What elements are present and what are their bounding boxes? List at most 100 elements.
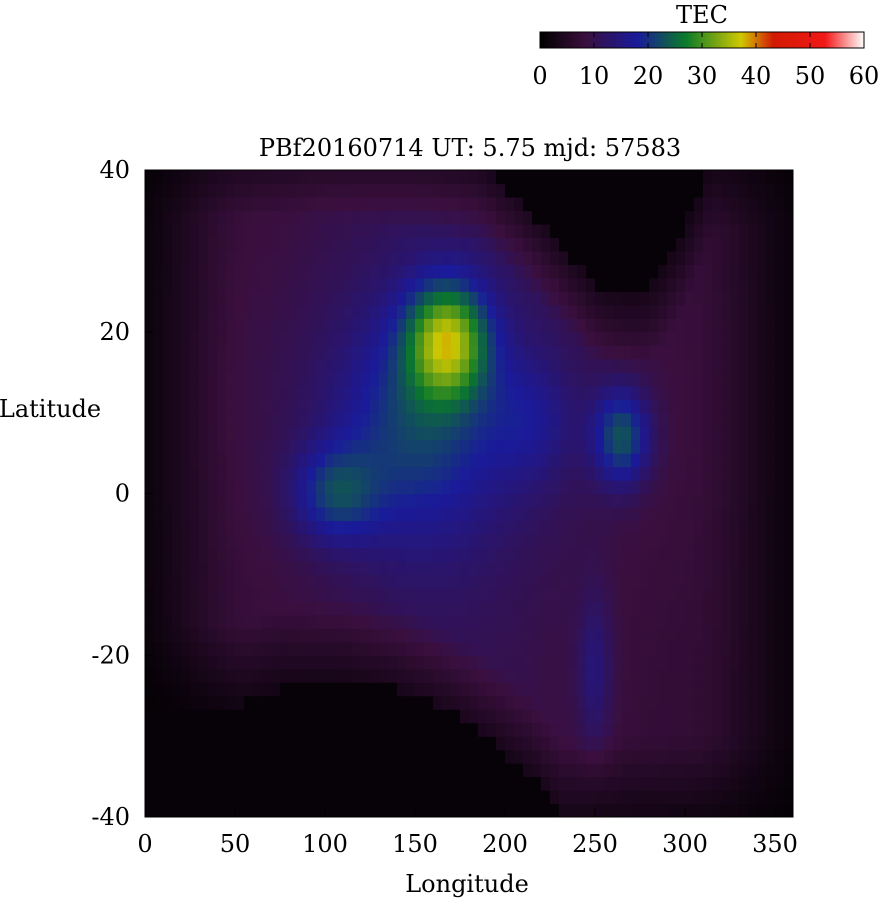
heatmap-cell [163, 345, 173, 360]
heatmap-cell [739, 399, 749, 414]
heatmap-cell [424, 466, 434, 481]
heatmap-cell [721, 345, 731, 360]
heatmap-cell [226, 493, 236, 508]
heatmap-cell [730, 655, 740, 670]
heatmap-cell [460, 170, 470, 185]
heatmap-cell [343, 345, 353, 360]
heatmap-cell [577, 264, 587, 279]
heatmap-cell [775, 614, 785, 629]
heatmap-cell [262, 277, 272, 292]
heatmap-cell [415, 264, 425, 279]
heatmap-cell [397, 439, 407, 454]
heatmap-cell [667, 439, 677, 454]
heatmap-cell [631, 682, 641, 697]
heatmap-cell [460, 749, 470, 764]
heatmap-cell [424, 668, 434, 683]
heatmap-cell [262, 641, 272, 656]
heatmap-cell [460, 763, 470, 778]
heatmap-cell [469, 399, 479, 414]
heatmap-cell [289, 560, 299, 575]
heatmap-cell [640, 628, 650, 643]
heatmap-cell [433, 614, 443, 629]
heatmap-cell [343, 533, 353, 549]
heatmap-cell [775, 277, 785, 292]
heatmap-cell [181, 790, 191, 805]
heatmap-cell [667, 480, 677, 495]
heatmap-cell [532, 722, 542, 737]
heatmap-cell [514, 709, 524, 724]
heatmap-cell [766, 412, 776, 427]
heatmap-cell [460, 399, 470, 414]
heatmap-cell [730, 345, 740, 360]
heatmap-cell [658, 493, 668, 508]
heatmap-cell [523, 291, 533, 306]
heatmap-cell [685, 412, 695, 427]
heatmap-cell [667, 399, 677, 414]
heatmap-cell [325, 304, 335, 319]
heatmap-cell [190, 318, 200, 333]
heatmap-cell [307, 763, 317, 778]
heatmap-cell [667, 547, 677, 562]
heatmap-cell [325, 345, 335, 360]
heatmap-cell [478, 264, 488, 279]
heatmap-cell [163, 264, 173, 279]
heatmap-cell [775, 399, 785, 414]
heatmap-cell [748, 628, 758, 643]
heatmap-cell [334, 803, 344, 817]
heatmap-cell [262, 722, 272, 737]
heatmap-cell [478, 183, 488, 198]
heatmap-cell [397, 614, 407, 629]
heatmap-cell [757, 331, 767, 346]
heatmap-cell [532, 277, 542, 292]
heatmap-cell [586, 291, 596, 306]
heatmap-cell [703, 439, 713, 454]
heatmap-cell [451, 170, 461, 185]
heatmap-cell [667, 466, 677, 481]
heatmap-cell [271, 453, 281, 468]
heatmap-cell [622, 601, 632, 616]
heatmap-cell [262, 223, 272, 238]
heatmap-cell [784, 601, 793, 616]
heatmap-cell [217, 790, 227, 805]
heatmap-cell [658, 223, 668, 238]
heatmap-cell [442, 426, 452, 441]
heatmap-cell [532, 736, 542, 751]
heatmap-cell [145, 641, 155, 656]
heatmap-cell [199, 331, 209, 346]
heatmap-cell [604, 183, 614, 198]
heatmap-cell [172, 358, 182, 373]
heatmap-cell [172, 709, 182, 724]
heatmap-cell [334, 210, 344, 225]
heatmap-cell [298, 453, 308, 468]
heatmap-cell [757, 385, 767, 400]
heatmap-cell [577, 439, 587, 454]
heatmap-cell [352, 722, 362, 737]
heatmap-cell [604, 682, 614, 697]
heatmap-cell [487, 385, 497, 400]
heatmap-cell [550, 196, 560, 212]
heatmap-cell [604, 655, 614, 670]
heatmap-cell [496, 533, 506, 549]
heatmap-cell [352, 655, 362, 670]
heatmap-cell [721, 641, 731, 656]
heatmap-cell [712, 466, 722, 481]
heatmap-cell [244, 331, 254, 346]
heatmap-cell [307, 331, 317, 346]
heatmap-cell [685, 574, 695, 589]
heatmap-cell [550, 668, 560, 683]
heatmap-cell [415, 480, 425, 495]
heatmap-cell [595, 493, 605, 508]
heatmap-cell [343, 628, 353, 643]
heatmap-cell [757, 533, 767, 549]
heatmap-cell [784, 803, 793, 817]
heatmap-cell [712, 372, 722, 387]
heatmap-cell [532, 614, 542, 629]
heatmap-cell [649, 641, 659, 656]
heatmap-cell [262, 601, 272, 616]
heatmap-cell [154, 291, 164, 306]
heatmap-cell [559, 304, 569, 319]
heatmap-cell [685, 776, 695, 791]
heatmap-cell [226, 237, 236, 252]
heatmap-cell [550, 426, 560, 441]
